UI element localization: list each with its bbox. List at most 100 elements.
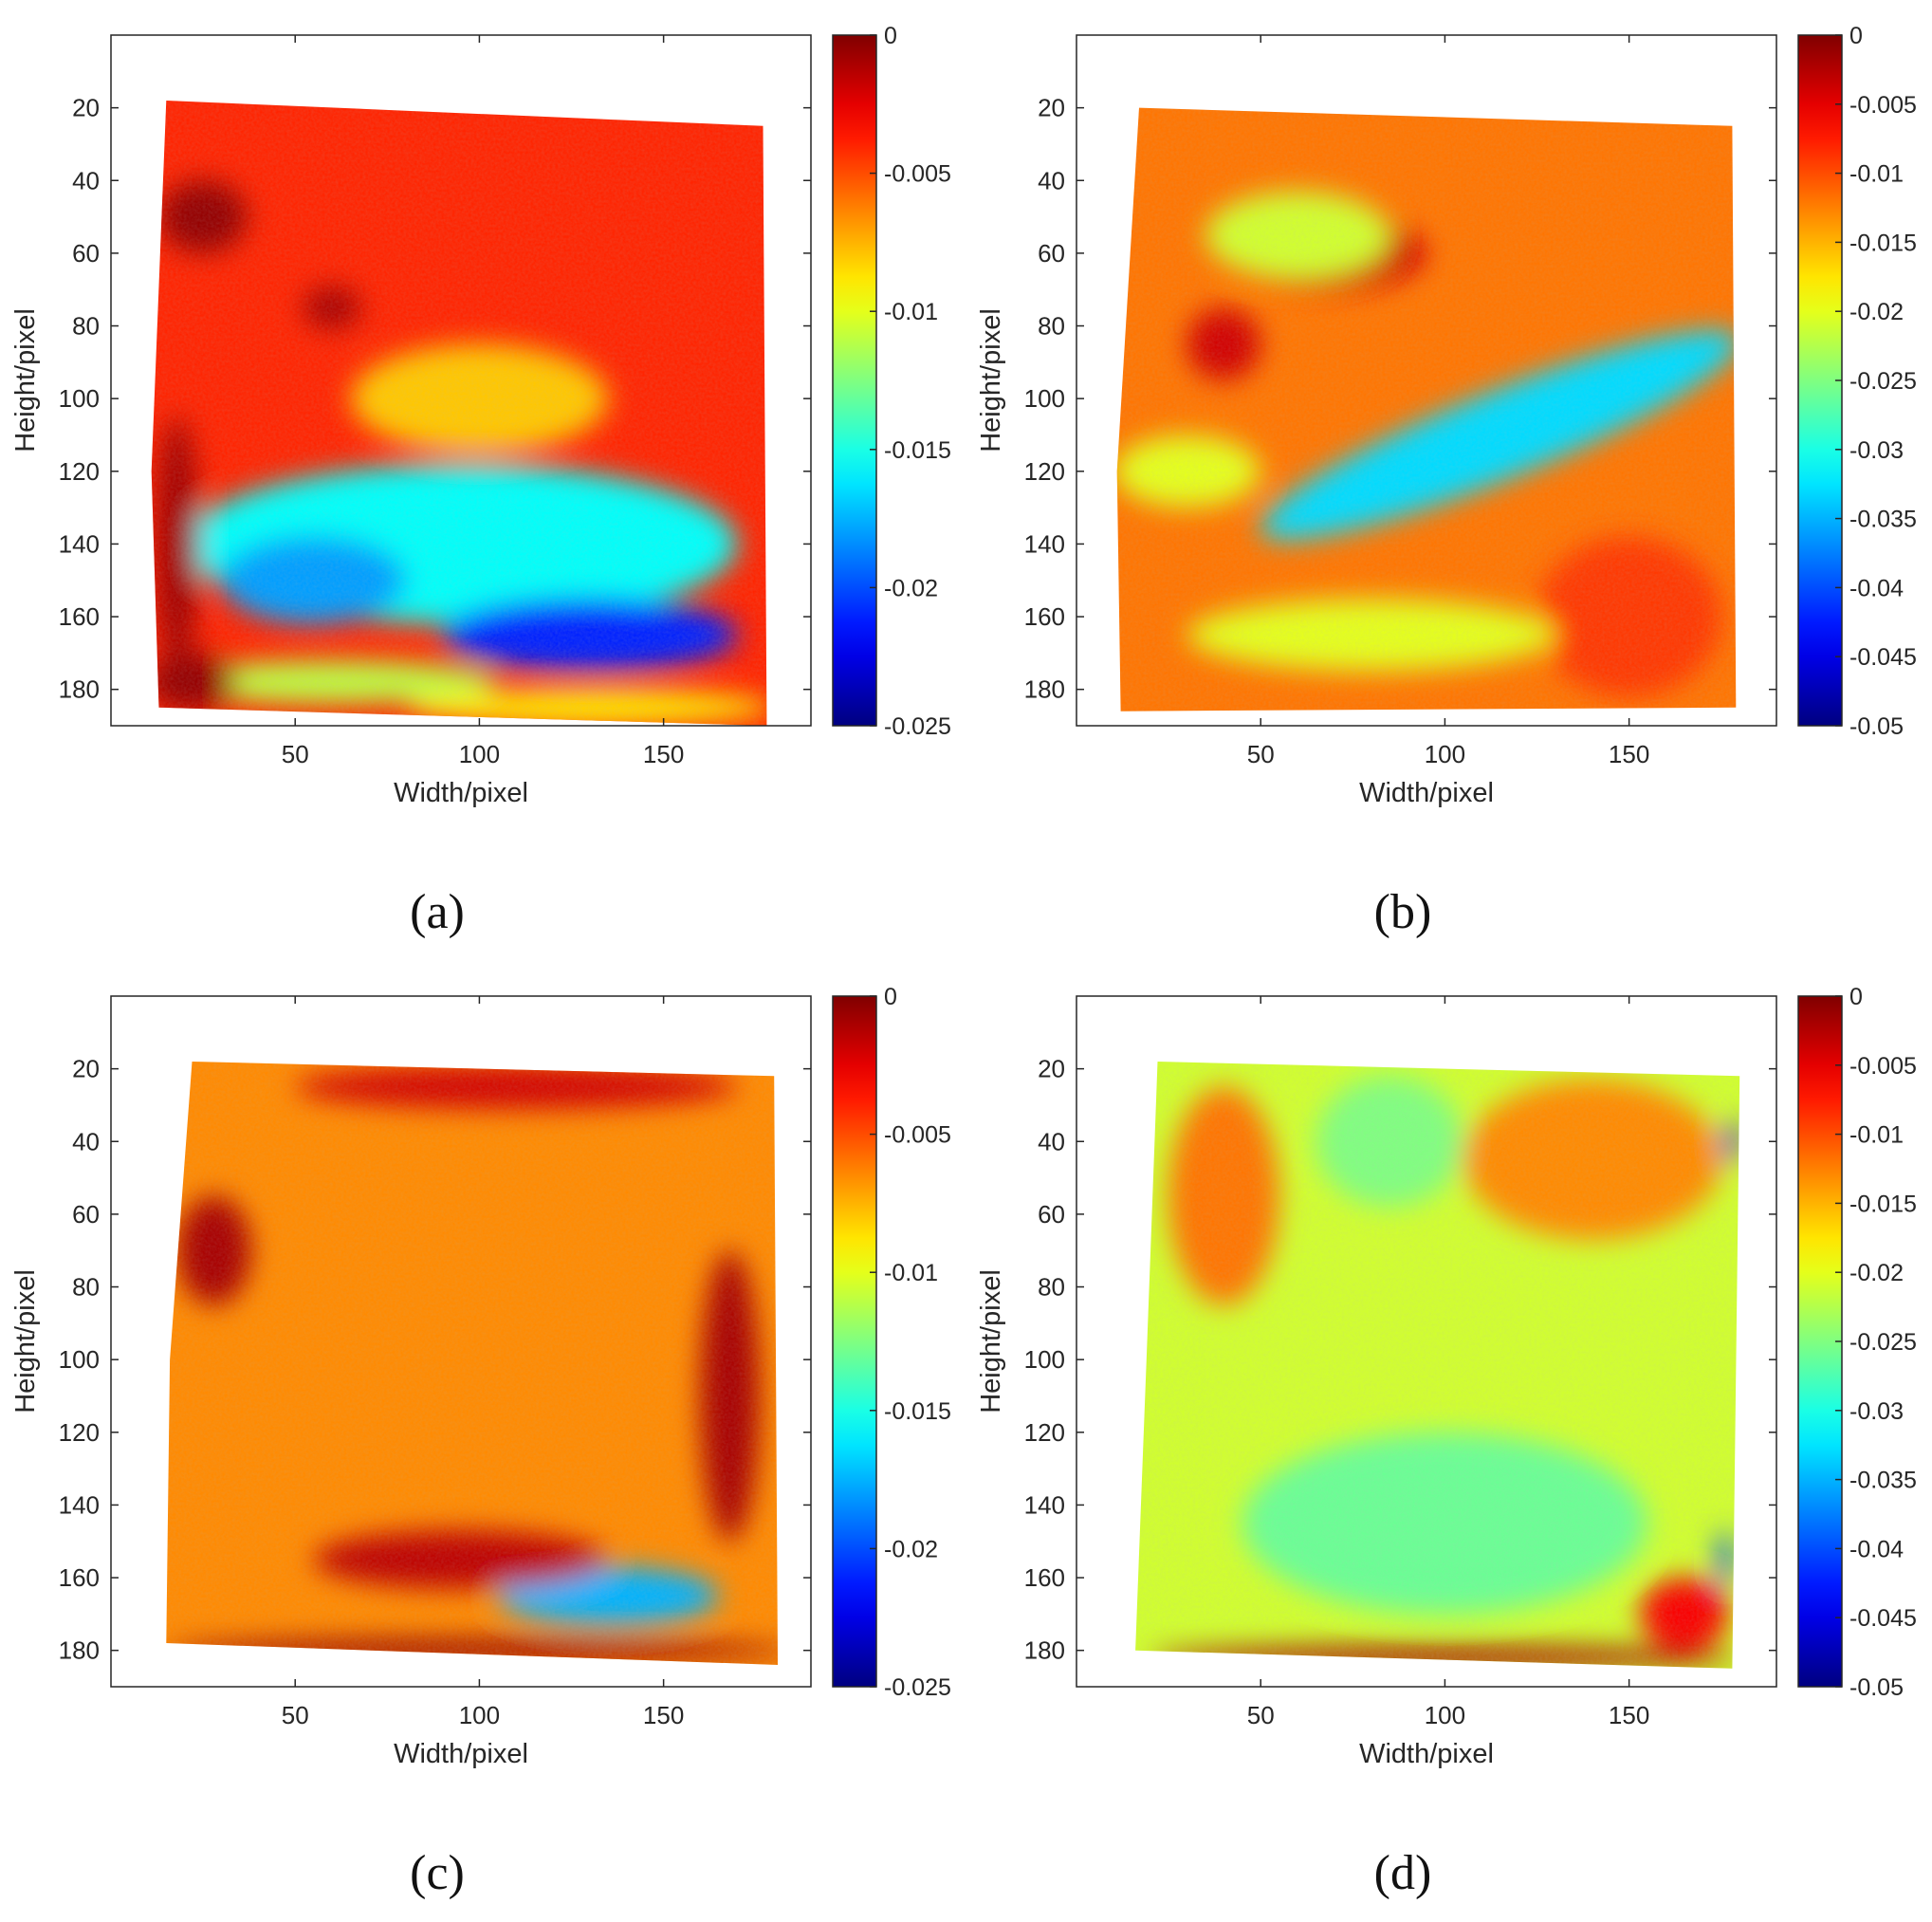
y-axis-label: Height/pixel xyxy=(10,308,41,453)
colorbar-tick-label: 0 xyxy=(1849,984,1863,1010)
heatmap-field xyxy=(151,101,767,726)
colorbar xyxy=(832,995,877,1688)
y-tick-label: 60 xyxy=(1038,239,1065,268)
x-tick-label: 100 xyxy=(1425,1701,1465,1729)
y-tick-label: 140 xyxy=(1024,1490,1065,1519)
x-axis-label: Width/pixel xyxy=(1359,1739,1494,1769)
colorbar-tick-label: 0 xyxy=(1849,23,1863,49)
heatmap-panel-b: 50 100 150 20 40 60 80 100 120 140 160 180 Width/pix… xyxy=(966,0,1931,961)
colorbar-tick-label: -0.015 xyxy=(884,1398,951,1425)
y-tick-label: 120 xyxy=(59,457,100,486)
colorbar xyxy=(1797,995,1843,1688)
chart-svg-d: 50 100 150 20 40 60 80 100 120 140 160 180 Width/pix… xyxy=(976,984,1917,1900)
colorbar xyxy=(832,34,877,727)
x-tick-label: 150 xyxy=(643,740,684,768)
colorbar-tick-label: -0.025 xyxy=(1849,1329,1917,1356)
heatmap-field xyxy=(166,1062,779,1665)
colorbar xyxy=(1797,34,1843,727)
heatmap-panel-a: 50 100 150 20 40 60 80 100 120 140 160 180 Width/pix… xyxy=(0,0,966,961)
y-tick-label: 20 xyxy=(72,1055,100,1083)
y-tick-label: 160 xyxy=(1024,1563,1065,1592)
colorbar-tick-label: -0.025 xyxy=(1849,368,1917,395)
heatmap-panel-c: 50 100 150 20 40 60 80 100 120 140 160 180 Width/pix… xyxy=(0,961,966,1922)
y-tick-label: 80 xyxy=(1038,1273,1065,1302)
chart-svg-a: 50 100 150 20 40 60 80 100 120 140 160 180 Width/pix… xyxy=(10,23,951,939)
y-tick-label: 180 xyxy=(1024,675,1065,704)
x-axis-label: Width/pixel xyxy=(394,1739,528,1769)
colorbar-tick-label: -0.005 xyxy=(884,1122,951,1149)
colorbar-tick-label: 0 xyxy=(884,984,897,1010)
y-tick-label: 40 xyxy=(1038,1127,1065,1155)
chart-svg-b: 50 100 150 20 40 60 80 100 120 140 160 180 Width/pix… xyxy=(976,23,1917,939)
y-tick-label: 140 xyxy=(59,529,100,558)
x-tick-label: 150 xyxy=(1609,1701,1649,1729)
y-tick-label: 60 xyxy=(1038,1200,1065,1229)
colorbar-tick-label: -0.025 xyxy=(884,713,951,740)
heatmap-panel-d: 50 100 150 20 40 60 80 100 120 140 160 180 Width/pix… xyxy=(966,961,1931,1922)
axes-frame xyxy=(110,34,812,727)
colorbar-tick-label: -0.015 xyxy=(1849,1191,1917,1217)
colorbar-tick-label: -0.025 xyxy=(884,1674,951,1701)
y-tick-label: 160 xyxy=(59,1563,100,1592)
y-tick-label: 180 xyxy=(59,1636,100,1665)
y-tick-label: 140 xyxy=(1024,529,1065,558)
x-tick-label: 100 xyxy=(1425,740,1465,768)
y-tick-label: 180 xyxy=(1024,1636,1065,1665)
colorbar-tick-label: -0.03 xyxy=(1849,1398,1904,1425)
axes-frame xyxy=(1076,34,1777,727)
x-tick-label: 50 xyxy=(282,1701,309,1729)
x-tick-label: 50 xyxy=(282,740,309,768)
y-tick-label: 40 xyxy=(72,1127,100,1155)
heatmap-texture xyxy=(166,1062,779,1665)
colorbar-tick-label: -0.02 xyxy=(1849,1260,1904,1286)
x-tick-label: 150 xyxy=(643,1701,684,1729)
colorbar-tick-label: 0 xyxy=(884,23,897,49)
panel-caption: (d) xyxy=(1374,1846,1432,1900)
x-axis-label: Width/pixel xyxy=(394,778,528,808)
colorbar-tick-label: -0.04 xyxy=(1849,575,1904,601)
panel-caption: (c) xyxy=(410,1846,465,1900)
colorbar-tick-label: -0.035 xyxy=(1849,507,1917,533)
y-tick-label: 80 xyxy=(72,312,100,341)
y-tick-label: 160 xyxy=(1024,602,1065,631)
colorbar-tick-label: -0.04 xyxy=(1849,1536,1904,1562)
colorbar-tick-label: -0.005 xyxy=(1849,1053,1917,1080)
y-axis-label: Height/pixel xyxy=(976,308,1006,453)
heatmap-field xyxy=(1116,107,1737,712)
y-tick-label: 20 xyxy=(72,94,100,122)
y-tick-label: 120 xyxy=(59,1418,100,1447)
colorbar-tick-label: -0.045 xyxy=(1849,644,1917,671)
y-tick-label: 80 xyxy=(72,1273,100,1302)
x-tick-label: 100 xyxy=(459,1701,500,1729)
y-tick-label: 60 xyxy=(72,239,100,268)
y-tick-label: 20 xyxy=(1038,1055,1065,1083)
colorbar-tick-label: -0.035 xyxy=(1849,1468,1917,1494)
colorbar-tick-label: -0.01 xyxy=(884,299,938,325)
panel-caption: (b) xyxy=(1374,885,1432,939)
colorbar-tick-label: -0.05 xyxy=(1849,713,1904,740)
y-tick-label: 120 xyxy=(1024,1418,1065,1447)
panel-caption: (a) xyxy=(410,885,465,939)
y-tick-label: 20 xyxy=(1038,94,1065,122)
heatmap-texture xyxy=(1116,107,1737,712)
chart-svg-c: 50 100 150 20 40 60 80 100 120 140 160 180 Width/pix… xyxy=(10,984,951,1900)
axes-frame xyxy=(110,995,812,1688)
y-tick-label: 100 xyxy=(59,1345,100,1374)
colorbar-tick-label: -0.005 xyxy=(1849,92,1917,119)
y-tick-label: 60 xyxy=(72,1200,100,1229)
colorbar-tick-label: -0.01 xyxy=(1849,1122,1904,1149)
y-axis-label: Height/pixel xyxy=(976,1269,1006,1414)
colorbar-tick-label: -0.005 xyxy=(884,161,951,188)
y-tick-label: 100 xyxy=(1024,384,1065,413)
y-tick-label: 160 xyxy=(59,602,100,631)
heatmap-texture xyxy=(151,101,767,726)
colorbar-tick-label: -0.045 xyxy=(1849,1605,1917,1632)
x-tick-label: 150 xyxy=(1609,740,1649,768)
colorbar-tick-label: -0.015 xyxy=(1849,230,1917,256)
y-tick-label: 100 xyxy=(1024,1345,1065,1374)
y-tick-label: 120 xyxy=(1024,457,1065,486)
x-tick-label: 50 xyxy=(1247,740,1275,768)
y-tick-label: 140 xyxy=(59,1490,100,1519)
colorbar-tick-label: -0.01 xyxy=(884,1260,938,1286)
x-tick-label: 100 xyxy=(459,740,500,768)
